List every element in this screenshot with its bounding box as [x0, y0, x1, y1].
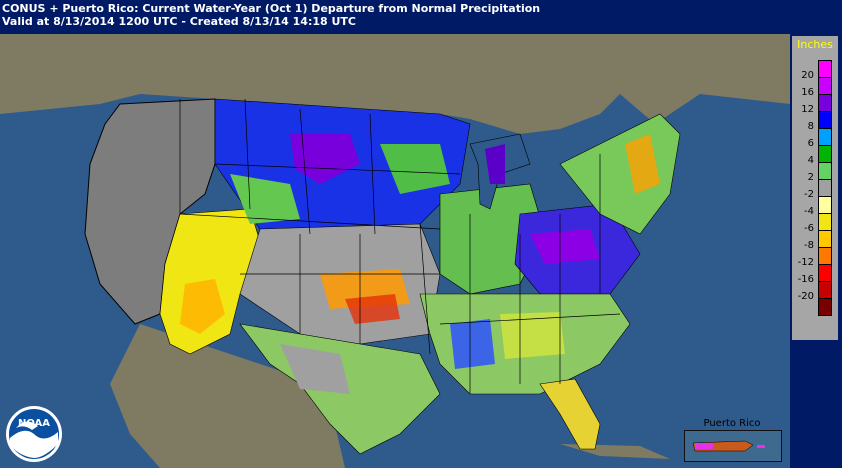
northern-plains-green-2 — [380, 144, 450, 194]
legend-label: 2 — [807, 172, 814, 183]
florida-region — [539, 378, 601, 450]
map-title: CONUS + Puerto Rico: Current Water-Year … — [2, 2, 541, 15]
legend-swatch — [818, 94, 832, 112]
texas-gray — [280, 344, 350, 394]
legend-label: -2 — [804, 189, 814, 200]
legend-swatch — [818, 77, 832, 95]
cuba-land — [560, 444, 670, 459]
noaa-logo-text: NOAA — [17, 418, 51, 429]
legend-swatch — [818, 145, 832, 163]
mexico-land — [110, 324, 345, 468]
legend-swatch — [818, 264, 832, 282]
legend-swatch — [818, 60, 832, 78]
canada-land — [0, 34, 790, 134]
legend-swatch — [818, 128, 832, 146]
legend-swatch — [818, 298, 832, 316]
legend-label: 4 — [807, 155, 814, 166]
noaa-logo: NOAA — [4, 404, 64, 464]
michigan-purple — [485, 144, 505, 184]
legend-label: 6 — [807, 138, 814, 149]
noaa-emblem-icon — [6, 406, 62, 462]
state-borders — [179, 98, 621, 394]
southeast-blue — [450, 319, 495, 369]
map-valid-time: Valid at 8/13/2014 1200 UTC - Created 8/… — [2, 15, 356, 28]
map-canvas — [0, 34, 790, 468]
legend-label: -12 — [797, 257, 814, 268]
legend-label: -8 — [804, 240, 814, 251]
southwest-orange — [180, 279, 225, 334]
northern-plains-purple — [290, 134, 360, 184]
legend-label: 20 — [801, 70, 814, 81]
legend-panel: Inches 20 16 12 8 6 4 2 -2 -4 -6 -8 -12 -16 -20 — [792, 36, 838, 340]
legend-label: 16 — [801, 87, 814, 98]
legend-swatch — [818, 196, 832, 214]
puerto-rico-inset[interactable]: Puerto Rico — [682, 418, 782, 462]
precipitation-map[interactable] — [0, 34, 790, 468]
legend-label: -6 — [804, 223, 814, 234]
northeast-orange — [625, 134, 660, 194]
ohio-valley-purple — [530, 229, 600, 264]
legend-label: -4 — [804, 206, 814, 217]
oklahoma-red — [345, 294, 400, 324]
legend-title: Inches — [797, 38, 833, 51]
legend-label: 12 — [801, 104, 814, 115]
puerto-rico-shape — [692, 440, 765, 452]
legend-label: 8 — [807, 121, 814, 132]
legend-swatch — [818, 179, 832, 197]
legend-swatch — [818, 281, 832, 299]
puerto-rico-map — [684, 430, 782, 462]
legend-label: -20 — [797, 291, 814, 302]
legend-swatch — [818, 230, 832, 248]
legend-swatch — [818, 213, 832, 231]
southeast-yellow — [500, 312, 565, 359]
legend-label: -16 — [797, 274, 814, 285]
northern-plains-green — [230, 174, 300, 224]
puerto-rico-title: Puerto Rico — [703, 418, 761, 429]
legend-swatch — [818, 162, 832, 180]
map-header: CONUS + Puerto Rico: Current Water-Year … — [0, 0, 842, 34]
legend-swatch — [818, 111, 832, 129]
legend-swatch — [818, 247, 832, 265]
